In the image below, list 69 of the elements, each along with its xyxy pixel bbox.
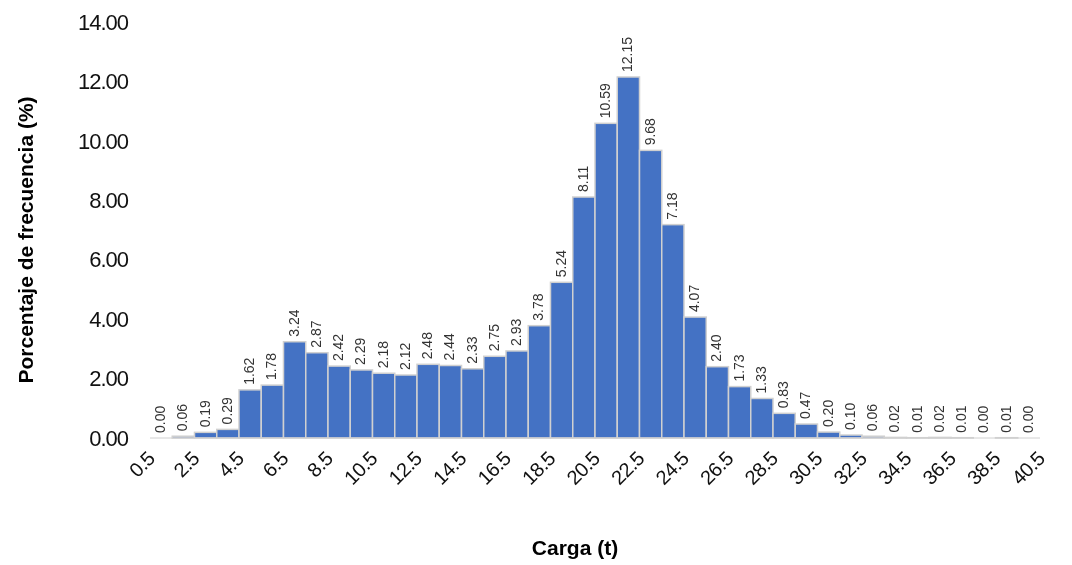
data-label: 7.18 xyxy=(663,192,680,220)
x-axis-title: Carga (t) xyxy=(531,536,619,559)
y-tick-label: 2.00 xyxy=(89,366,129,392)
data-label: 1.62 xyxy=(241,357,258,385)
x-tick-label: 40.5 xyxy=(1007,447,1050,489)
data-label: 3.24 xyxy=(285,309,302,337)
data-label: 0.10 xyxy=(841,402,858,431)
x-tick-label: 34.5 xyxy=(873,447,916,489)
x-tick-label: 18.5 xyxy=(517,447,560,489)
data-label: 0.00 xyxy=(1019,405,1036,433)
data-label: 0.00 xyxy=(975,405,992,433)
x-tick-label: 30.5 xyxy=(784,447,827,489)
data-label: 0.47 xyxy=(797,391,814,420)
x-tick-label: 2.5 xyxy=(169,447,204,482)
y-tick-label: 6.00 xyxy=(89,247,129,273)
data-label: 2.42 xyxy=(330,333,347,362)
data-label: 0.06 xyxy=(864,403,881,432)
data-label: 0.01 xyxy=(953,405,970,433)
x-tick-label: 20.5 xyxy=(562,447,605,489)
data-label: 5.24 xyxy=(552,249,569,278)
x-tick-label: 36.5 xyxy=(918,447,961,489)
data-label: 12.15 xyxy=(619,36,636,72)
data-label: 2.48 xyxy=(419,331,436,360)
x-tick-label: 4.5 xyxy=(213,447,249,482)
x-tick-label: 12.5 xyxy=(384,447,427,489)
x-tick-label: 24.5 xyxy=(651,447,694,489)
data-label: 9.68 xyxy=(641,117,658,146)
data-label: 2.12 xyxy=(396,342,413,371)
data-label: 0.01 xyxy=(997,405,1014,433)
x-tick-label: 22.5 xyxy=(606,447,649,489)
x-tick-label: 8.5 xyxy=(302,447,338,482)
x-tick-label: 38.5 xyxy=(962,447,1005,489)
data-label: 0.00 xyxy=(152,405,169,433)
data-label: 10.59 xyxy=(597,83,614,119)
x-tick-label: 6.5 xyxy=(258,447,293,482)
data-label: 0.19 xyxy=(196,399,213,428)
x-tick-label: 26.5 xyxy=(695,447,738,489)
y-axis-title: Porcentaje de frecuencia (%) xyxy=(14,96,37,384)
data-label: 0.20 xyxy=(819,399,836,428)
data-label: 2.18 xyxy=(374,340,391,369)
data-label: 3.78 xyxy=(530,293,547,321)
x-tick-label: 14.5 xyxy=(428,447,471,489)
x-tick-label: 32.5 xyxy=(829,447,872,489)
data-label: 0.01 xyxy=(908,405,925,433)
data-label: 2.33 xyxy=(463,336,480,364)
y-tick-label: 12.00 xyxy=(77,69,129,95)
y-tick-label: 8.00 xyxy=(89,187,129,213)
data-label: 2.44 xyxy=(441,333,458,361)
data-label: 2.29 xyxy=(352,337,369,365)
data-label: 2.40 xyxy=(708,334,725,362)
y-tick-label: 10.00 xyxy=(77,128,129,154)
data-label: 8.11 xyxy=(574,165,591,193)
data-label: 0.02 xyxy=(886,404,903,433)
data-label: 2.93 xyxy=(508,318,525,346)
data-label: 1.78 xyxy=(263,352,280,381)
x-tick-label: 10.5 xyxy=(339,447,382,489)
data-label: 1.33 xyxy=(752,366,769,394)
data-label: 2.87 xyxy=(307,320,324,348)
data-label: 2.75 xyxy=(485,323,502,352)
y-tick-label: 14.00 xyxy=(77,9,129,35)
data-label: 4.07 xyxy=(686,284,703,313)
x-tick-label: 28.5 xyxy=(740,447,783,489)
data-label: 1.73 xyxy=(730,354,747,382)
data-label: 0.29 xyxy=(218,396,235,425)
data-label: 0.83 xyxy=(775,380,792,409)
data-label: 0.02 xyxy=(930,404,947,433)
y-tick-label: 4.00 xyxy=(89,306,129,332)
x-tick-label: 16.5 xyxy=(473,447,516,489)
data-label: 0.06 xyxy=(174,403,191,432)
